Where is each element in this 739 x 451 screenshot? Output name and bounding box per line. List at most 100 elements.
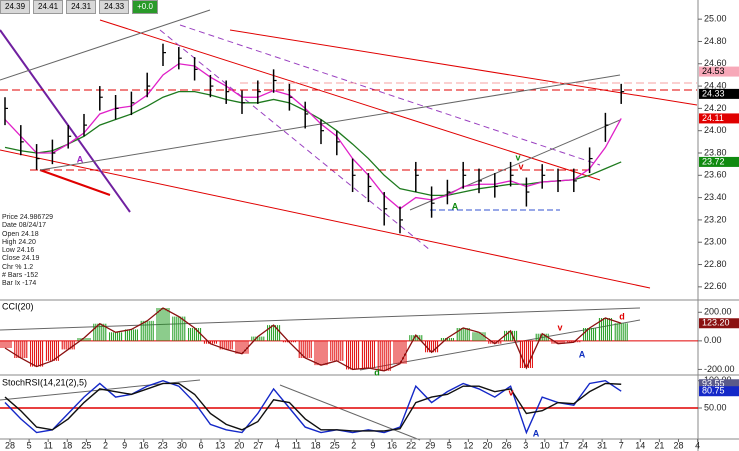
indicator-line	[4, 63, 622, 210]
trendline	[0, 149, 651, 289]
value-tag-label: 24.11	[702, 113, 724, 123]
trendline	[279, 384, 421, 441]
value-tag	[699, 88, 739, 99]
x-tick-label: 16	[387, 440, 397, 450]
toolbar-value: 24.33	[99, 0, 130, 14]
trendline	[179, 24, 601, 166]
x-tick-label: 21	[654, 440, 664, 450]
value-tag	[699, 318, 739, 329]
x-tick-label: 11	[292, 440, 301, 450]
x-tick-label: 20	[234, 440, 244, 450]
info-label: Chr %	[2, 263, 22, 271]
info-value: -152	[24, 272, 39, 280]
info-row: Close 24.19	[2, 255, 53, 263]
x-tick-label: 4	[695, 440, 700, 450]
annotation: A	[579, 349, 586, 359]
annotation: v	[515, 152, 520, 162]
x-tick-label: 18	[311, 440, 321, 450]
value-tag	[699, 66, 739, 77]
x-tick-label: 25	[81, 440, 91, 450]
value-tag	[699, 113, 739, 124]
info-label: # Bars	[2, 272, 23, 280]
x-tick-label: 28	[673, 440, 683, 450]
toolbar-value: 24.41	[33, 0, 64, 14]
y-tick-label: 200.00	[704, 307, 732, 317]
trendline	[0, 29, 131, 213]
indicator-line	[4, 382, 622, 432]
annotation: A	[77, 154, 84, 164]
y-tick-label: 22.80	[704, 259, 727, 269]
info-value: 24.986729	[19, 214, 53, 221]
x-tick-label: 28	[5, 440, 15, 450]
toolbar-value: 24.31	[66, 0, 97, 14]
info-row: High 24.20	[2, 239, 53, 247]
x-tick-label: 17	[559, 440, 569, 450]
annotation: d	[619, 311, 625, 321]
value-tag-label: 24.53	[702, 66, 725, 76]
info-value: 08/24/17	[18, 222, 46, 230]
trendline	[0, 307, 641, 331]
info-row: Low 24.16	[2, 247, 53, 255]
info-label: Open	[2, 230, 20, 238]
annotation: d	[374, 367, 380, 377]
x-tick-label: 3	[523, 440, 528, 450]
info-label: Date	[2, 222, 17, 230]
x-tick-label: 14	[635, 440, 645, 450]
info-row: # Bars -152	[2, 272, 53, 280]
panel-title: StochRSI(14,21(2),5)	[2, 377, 87, 387]
value-tag-label: 24.33	[702, 88, 725, 98]
annotation: v	[557, 322, 562, 332]
y-tick-label: 23.00	[704, 237, 727, 247]
toolbar: 24.39 24.41 24.31 24.33 +0.0	[0, 0, 158, 14]
info-row: Date 08/24/17	[2, 222, 53, 230]
toolbar-value: +0.0	[132, 0, 158, 14]
x-tick-label: 5	[447, 440, 452, 450]
x-tick-label: 9	[370, 440, 375, 450]
info-value: 24.19	[21, 255, 40, 263]
trendline	[159, 29, 431, 251]
x-tick-label: 16	[139, 440, 149, 450]
x-tick-label: 7	[619, 440, 624, 450]
value-tag-label: 123.20	[702, 318, 730, 328]
x-tick-label: 10	[540, 440, 550, 450]
info-value: 24.18	[21, 230, 39, 238]
annotation: v	[518, 161, 523, 171]
info-value: 1.2	[23, 263, 34, 271]
y-tick-label: 0.00	[704, 335, 722, 345]
info-label: High	[2, 238, 17, 246]
info-label: Close	[2, 255, 20, 263]
x-tick-label: 2	[351, 440, 356, 450]
annotation: A	[533, 428, 540, 438]
x-tick-label: 24	[578, 440, 588, 450]
info-value: 24.16	[16, 247, 35, 255]
info-row: Open 24.18	[2, 231, 53, 239]
x-tick-label: 18	[62, 440, 72, 450]
x-tick-label: 5	[27, 440, 32, 450]
value-tag-label: 80.75	[702, 386, 725, 396]
y-tick-label: 24.40	[704, 80, 727, 90]
x-tick-label: 23	[158, 440, 168, 450]
x-tick-label: 30	[177, 440, 187, 450]
x-tick-label: 27	[253, 440, 263, 450]
x-tick-label: 22	[406, 440, 416, 450]
value-tag	[699, 156, 739, 167]
y-tick-label: 24.60	[704, 58, 727, 68]
x-tick-label: 13	[215, 440, 225, 450]
y-tick-label: 24.80	[704, 36, 727, 46]
x-tick-label: 2	[103, 440, 108, 450]
trendline	[99, 19, 601, 181]
info-box: Price 24.986729 Date 08/24/17 Open 24.18 Hi…	[2, 214, 53, 289]
value-tag	[699, 386, 739, 397]
y-tick-label: 23.60	[704, 170, 727, 180]
y-tick-label: 50.00	[704, 402, 727, 412]
info-label: Price	[2, 214, 18, 221]
trendline	[229, 29, 698, 106]
x-tick-label: 4	[275, 440, 280, 450]
info-row: Bar Ix -174	[2, 280, 53, 288]
x-tick-label: 20	[482, 440, 492, 450]
x-tick-label: 25	[330, 440, 340, 450]
indicator-line	[4, 307, 622, 372]
y-tick-label: 23.20	[704, 214, 727, 224]
